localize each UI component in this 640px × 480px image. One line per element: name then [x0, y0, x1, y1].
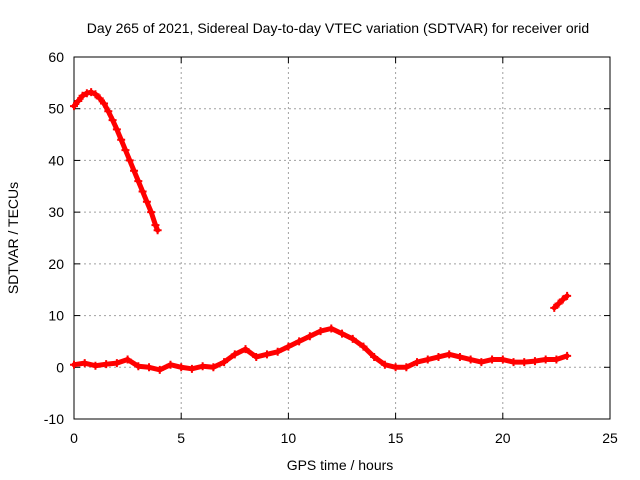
plot-frame — [73, 56, 611, 420]
x-tick-labels: 0 5 10 15 20 25 — [70, 430, 618, 446]
y-tick-label: 20 — [48, 256, 64, 272]
x-tick-label: 25 — [602, 430, 618, 446]
y-tick-label: -10 — [44, 411, 64, 427]
grid-lines — [74, 57, 610, 419]
y-tick-label: 0 — [56, 359, 64, 375]
y-tick-label: 50 — [48, 101, 64, 117]
y-tick-labels: -10 0 10 20 30 40 50 60 — [44, 49, 64, 427]
data-points — [70, 88, 572, 374]
x-tick-label: 20 — [495, 430, 511, 446]
y-axis-label: SDTVAR / TECUs — [5, 182, 21, 294]
y-tick-label: 30 — [48, 204, 64, 220]
data-point — [563, 291, 572, 300]
data-point — [153, 226, 162, 235]
x-tick-label: 15 — [388, 430, 404, 446]
x-tick-label: 5 — [177, 430, 185, 446]
x-tick-label: 10 — [281, 430, 297, 446]
series-late-arc — [550, 291, 572, 312]
data-point — [563, 351, 572, 360]
x-tick-label: 0 — [70, 430, 78, 446]
y-tick-label: 10 — [48, 308, 64, 324]
series-low-sdtvar — [70, 324, 572, 374]
y-tick-label: 60 — [48, 49, 64, 65]
axis-ticks — [73, 56, 611, 420]
chart-title: Day 265 of 2021, Sidereal Day-to-day VTE… — [87, 20, 589, 36]
x-axis-label: GPS time / hours — [287, 457, 394, 473]
y-tick-label: 40 — [48, 152, 64, 168]
series-high-elevation-arc — [70, 88, 162, 235]
